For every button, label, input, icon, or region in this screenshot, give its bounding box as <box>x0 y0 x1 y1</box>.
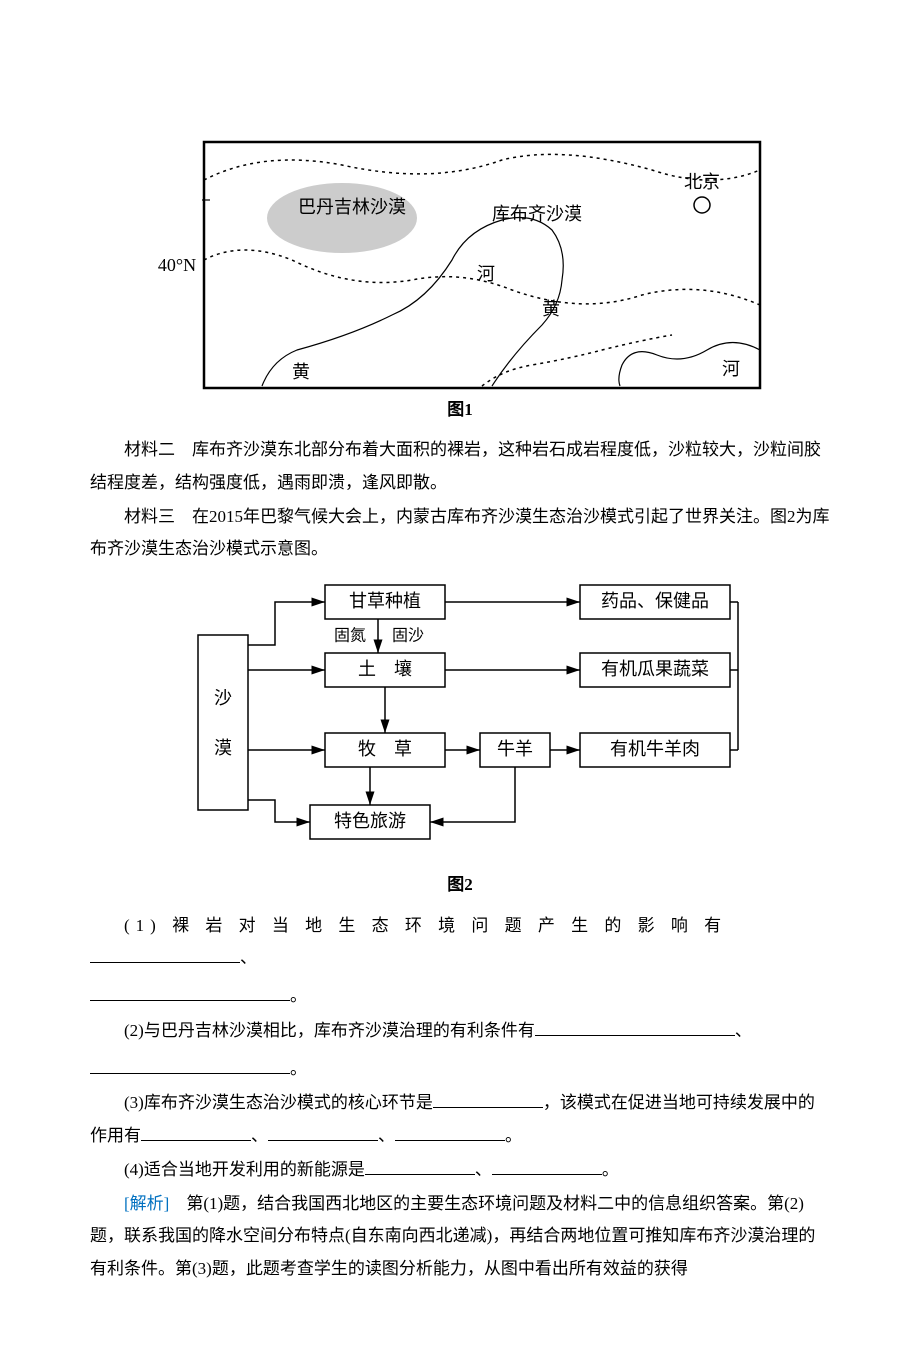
q1-blank1 <box>90 946 240 963</box>
question-4: (4)适合当地开发利用的新能源是、。 <box>90 1154 830 1186</box>
q3-blank1 <box>433 1091 543 1108</box>
analysis-label: [解析] <box>124 1194 169 1213</box>
question-3: (3)库布齐沙漠生态治沙模式的核心环节是，该模式在促进当地可持续发展中的作用有、… <box>90 1087 830 1152</box>
latitude-label: 40°N <box>158 248 196 282</box>
analysis: [解析] 第(1)题，结合我国西北地区的主要生态环境问题及材料二中的信息组织答案… <box>90 1188 830 1285</box>
figure1-caption: 图1 <box>447 394 473 426</box>
question-1: (1) 裸 岩 对 当 地 生 态 环 境 问 题 产 生 的 影 响 有 、 <box>90 910 830 975</box>
label-gudan: 固氮 <box>334 627 366 645</box>
figure2-caption: 图2 <box>447 869 473 901</box>
q4-text: (4)适合当地开发利用的新能源是 <box>124 1160 365 1179</box>
label-huang2: 黄 <box>292 362 310 382</box>
material3-label: 材料三 <box>124 507 175 526</box>
q2-blank2 <box>90 1057 290 1074</box>
node-soil: 土 壤 <box>358 660 412 680</box>
label-he2: 河 <box>722 359 740 379</box>
node-veg: 有机瓜果蔬菜 <box>601 660 709 680</box>
material-2: 材料二 库布齐沙漠东北部分布着大面积的裸岩，这种岩石成岩程度低，沙粒较大，沙粒间… <box>90 434 830 499</box>
figure-2: 沙 漠 甘草种植 固氮 固沙 土 壤 牧 草 特色旅游 牛羊 药品、保健品 有机… <box>90 575 830 901</box>
label-beijing: 北京 <box>684 172 720 192</box>
q1-text: (1) 裸 岩 对 当 地 生 态 环 境 问 题 产 生 的 影 响 有 <box>124 916 727 935</box>
q2-blank1 <box>535 1019 735 1036</box>
node-meat: 有机牛羊肉 <box>610 740 700 760</box>
q2-text: (2)与巴丹吉林沙漠相比，库布齐沙漠治理的有利条件有 <box>124 1021 535 1040</box>
material2-label: 材料二 <box>124 440 175 459</box>
q3-blank4 <box>395 1124 505 1141</box>
analysis-text: 第(1)题，结合我国西北地区的主要生态环境问题及材料二中的信息组织答案。第(2)… <box>90 1194 815 1278</box>
question-2-line2: 。 <box>90 1053 830 1085</box>
node-medicine: 药品、保健品 <box>601 592 709 612</box>
q4-blank1 <box>365 1158 475 1175</box>
node-cattle: 牛羊 <box>497 740 533 760</box>
node-grass: 牧 草 <box>358 740 412 760</box>
q3a-text: (3)库布齐沙漠生态治沙模式的核心环节是 <box>124 1093 433 1112</box>
question-2: (2)与巴丹吉林沙漠相比，库布齐沙漠治理的有利条件有、 <box>90 1015 830 1047</box>
q3-blank3 <box>268 1124 378 1141</box>
label-huang1: 黄 <box>542 299 560 319</box>
material-3: 材料三 在2015年巴黎气候大会上，内蒙古库布齐沙漠生态治沙模式引起了世界关注。… <box>90 501 830 566</box>
material2-text: 库布齐沙漠东北部分布着大面积的裸岩，这种岩石成岩程度低，沙粒较大，沙粒间胶结程度… <box>90 440 821 491</box>
node-desert-1: 沙 <box>214 689 232 709</box>
q4-blank2 <box>492 1158 602 1175</box>
label-kubuqi: 库布齐沙漠 <box>492 204 582 224</box>
question-1-line2: 。 <box>90 980 830 1012</box>
label-badan: 巴丹吉林沙漠 <box>298 197 406 217</box>
label-gusha: 固沙 <box>392 628 424 645</box>
map-svg: 巴丹吉林沙漠 库布齐沙漠 北京 河 黄 黄 河 <box>202 140 762 390</box>
q3-blank2 <box>141 1124 251 1141</box>
node-desert-2: 漠 <box>214 739 232 759</box>
flowchart-svg: 沙 漠 甘草种植 固氮 固沙 土 壤 牧 草 特色旅游 牛羊 药品、保健品 有机… <box>180 575 740 865</box>
figure-1: 40°N 巴丹吉林沙漠 库布齐沙漠 北京 河 黄 黄 <box>90 140 830 426</box>
node-gancao: 甘草种植 <box>349 592 421 612</box>
label-he1: 河 <box>477 264 495 284</box>
q1-blank2 <box>90 984 290 1001</box>
material3-text: 在2015年巴黎气候大会上，内蒙古库布齐沙漠生态治沙模式引起了世界关注。图2为库… <box>90 507 830 558</box>
node-tourism: 特色旅游 <box>334 812 406 832</box>
